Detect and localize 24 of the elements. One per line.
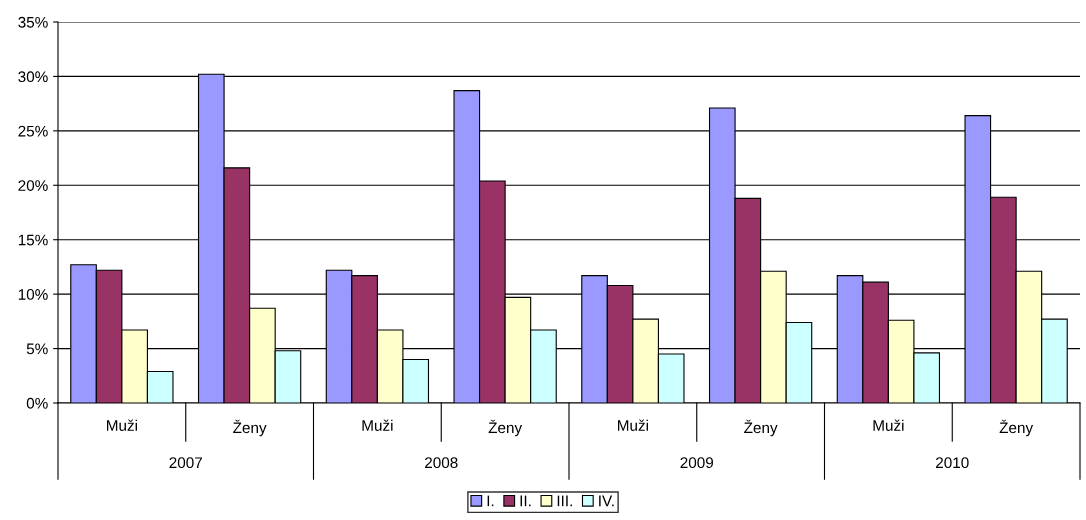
x-tick-label: Muži [362, 419, 393, 431]
x-tick-label: Ženy [488, 419, 523, 437]
legend-label: IV. [599, 495, 614, 507]
legend-label: II. [520, 495, 531, 507]
x-tick-label: Ženy [999, 419, 1034, 437]
y-tick-label: 25% [18, 125, 48, 137]
x-tick-label: Muži [618, 419, 648, 431]
x-tick-label: Muži [873, 419, 904, 431]
text: 2008 [425, 457, 458, 469]
text: 2009 [680, 457, 714, 469]
text: 2010 [936, 457, 969, 469]
y-tick-label: 5% [26, 343, 48, 355]
y-tick-label: 20% [18, 180, 48, 191]
x-tick-label: Ženy [744, 419, 778, 437]
y-tick-label: 15% [18, 234, 48, 246]
y-tick-label: 0% [26, 397, 48, 409]
y-tick-label: 30% [18, 71, 48, 83]
legend-label: III. [557, 495, 572, 507]
x-tick-label: Ženy [233, 419, 267, 437]
legend-label: I. [487, 495, 494, 507]
x-tick-label: Muži [107, 419, 137, 431]
y-tick-label: 10% [18, 289, 48, 300]
text: 2007 [169, 457, 202, 469]
y-tick-label: 35% [18, 16, 48, 28]
